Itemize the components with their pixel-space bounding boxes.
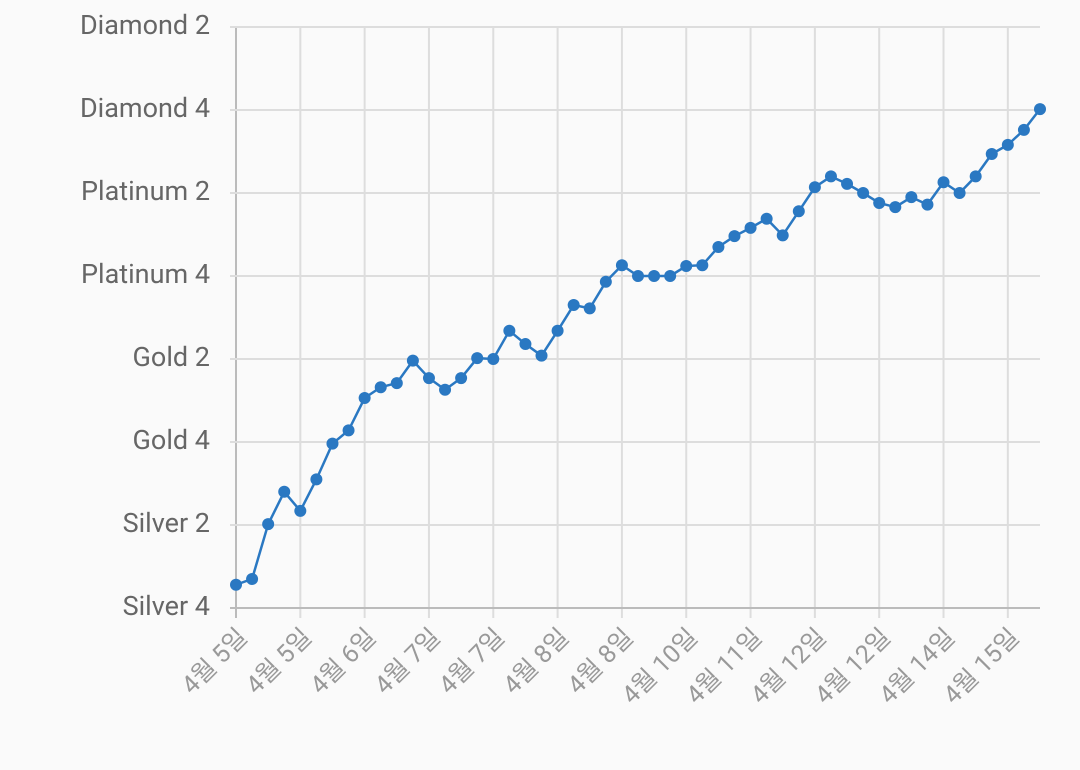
point [824,170,837,183]
point [599,275,612,288]
point [294,504,307,517]
point [342,424,355,437]
point [953,187,966,199]
point [455,372,468,385]
point [406,354,419,367]
point [696,259,709,272]
point [1001,138,1014,151]
point [390,377,403,390]
point [680,260,693,273]
point [246,572,259,585]
point [808,181,821,194]
point [648,270,661,282]
y-tick-label: Platinum 2 [81,175,210,207]
y-tick-label: Diamond 2 [80,9,210,41]
y-tick-label: Silver 2 [123,507,210,539]
point [278,485,291,498]
point [776,229,789,242]
point [551,324,564,337]
point [439,383,452,396]
y-tick-label: Gold 2 [133,341,210,373]
point [1034,103,1046,116]
y-tick-label: Silver 4 [123,590,210,622]
point [889,201,902,214]
point [230,578,242,591]
point [712,240,725,253]
point [760,212,773,225]
point [728,230,741,243]
y-tick-label: Platinum 4 [81,258,210,290]
point [664,270,677,282]
point [471,352,484,365]
point [422,372,435,385]
point [985,147,998,160]
point [744,221,757,234]
point [567,299,580,312]
point [841,177,854,190]
y-tick-label: Diamond 4 [80,92,210,124]
point [857,187,870,199]
point [615,259,628,272]
point [905,191,918,204]
point [487,353,500,365]
point [792,205,805,218]
point [873,196,886,209]
point [921,198,934,211]
point [310,473,323,486]
point [262,518,275,531]
point [503,324,516,337]
point [937,176,950,189]
point [535,349,548,362]
point [358,392,371,405]
point [969,170,982,183]
point [519,338,532,351]
point [583,302,596,315]
point [1017,123,1030,136]
point [374,381,387,394]
point [326,437,339,450]
y-tick-label: Gold 4 [133,424,210,456]
point [632,270,644,282]
